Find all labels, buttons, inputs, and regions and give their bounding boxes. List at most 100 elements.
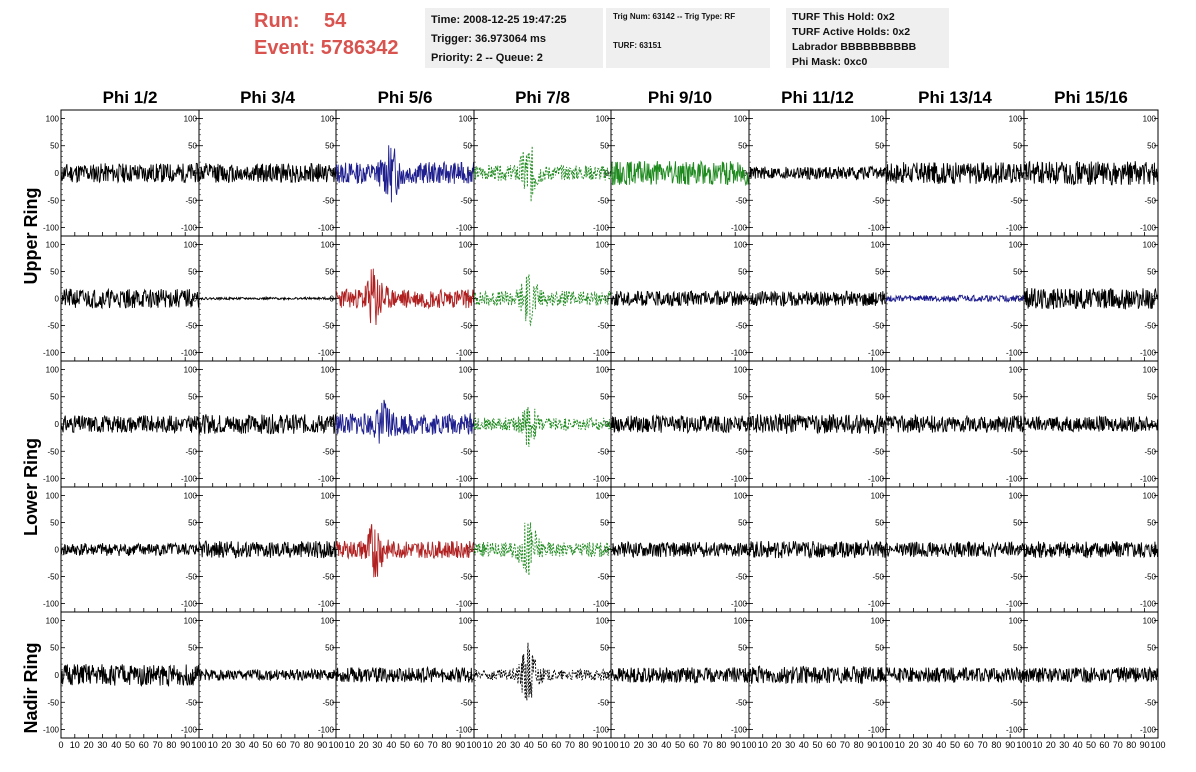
y-tick-label: -100: [456, 349, 473, 358]
x-tick-label: 100: [878, 740, 893, 750]
y-tick-label: 50: [600, 267, 609, 276]
y-tick-label: 100: [459, 491, 473, 500]
x-tick-label: 30: [1059, 740, 1069, 750]
x-tick-label: 80: [579, 740, 589, 750]
x-tick-label: 40: [249, 740, 259, 750]
waveform-trace: [198, 414, 337, 435]
priority-line: Priority: 2 -- Queue: 2: [431, 52, 543, 64]
y-tick-label: 50: [1147, 644, 1156, 653]
x-tick-label: 80: [854, 740, 864, 750]
y-tick-label: 50: [325, 518, 334, 527]
waveform-trace: [198, 667, 337, 682]
x-tick-label: 60: [551, 740, 561, 750]
y-tick-label: -100: [456, 726, 473, 735]
y-tick-label: -50: [1144, 196, 1156, 205]
y-tick-label: -100: [318, 349, 335, 358]
y-tick-label: 50: [188, 518, 197, 527]
x-tick-label: 20: [221, 740, 231, 750]
y-tick-label: 50: [188, 267, 197, 276]
y-tick-label: -50: [47, 322, 59, 331]
x-tick-label: 30: [97, 740, 107, 750]
x-tick-label: 90: [1005, 740, 1015, 750]
y-tick-label: 100: [321, 365, 335, 374]
y-tick-label: 100: [1009, 240, 1023, 249]
x-tick-label: 100: [1016, 740, 1031, 750]
x-tick-label: 30: [922, 740, 932, 750]
y-tick-label: -50: [872, 698, 884, 707]
y-tick-label: -50: [460, 698, 472, 707]
waveform-trace: [885, 666, 1025, 684]
y-tick-label: -100: [1006, 349, 1023, 358]
y-tick-label: -50: [322, 322, 334, 331]
y-tick-label: -50: [185, 573, 197, 582]
column-title: Phi 13/14: [918, 88, 992, 107]
y-tick-label: 0: [1152, 420, 1157, 429]
x-tick-label: 40: [386, 740, 396, 750]
y-tick-label: 100: [871, 616, 885, 625]
y-tick-label: 100: [596, 114, 610, 123]
waveform-trace: [610, 159, 750, 187]
y-tick-label: 50: [1147, 142, 1156, 151]
y-tick-label: -100: [1006, 600, 1023, 609]
column-title: Phi 9/10: [648, 88, 712, 107]
y-tick-label: 100: [1009, 365, 1023, 374]
y-tick-label: -50: [460, 196, 472, 205]
panel-frame: [885, 109, 1025, 237]
y-tick-label: 0: [468, 546, 473, 555]
y-tick-label: 50: [600, 142, 609, 151]
y-tick-label: -100: [43, 726, 60, 735]
x-tick-label: 20: [771, 740, 781, 750]
y-tick-label: -50: [322, 447, 334, 456]
x-tick-label: 40: [799, 740, 809, 750]
waveform-trace: [610, 540, 750, 559]
y-tick-label: 50: [188, 644, 197, 653]
waveform-trace: [60, 541, 200, 557]
waveform-trace: [748, 413, 887, 435]
y-tick-label: 100: [46, 240, 60, 249]
y-tick-label: 0: [743, 169, 748, 178]
y-tick-label: -50: [872, 573, 884, 582]
y-tick-label: -100: [731, 475, 748, 484]
y-tick-label: 50: [325, 267, 334, 276]
x-tick-label: 20: [1046, 740, 1056, 750]
run-event-box: Run: 54 Event: 5786342: [254, 8, 399, 62]
y-tick-label: -50: [47, 698, 59, 707]
y-tick-label: 50: [738, 644, 747, 653]
y-tick-label: -100: [593, 600, 610, 609]
y-tick-label: 100: [1009, 491, 1023, 500]
y-tick-label: -50: [597, 698, 609, 707]
y-tick-label: -100: [1006, 224, 1023, 233]
y-tick-label: 0: [880, 169, 885, 178]
y-tick-label: 50: [1013, 518, 1022, 527]
waveform-trace: [60, 287, 200, 310]
x-tick-label: 100: [191, 740, 206, 750]
x-tick-label: 100: [603, 740, 618, 750]
waveform-trace: [60, 414, 200, 435]
y-tick-label: 100: [1009, 616, 1023, 625]
y-tick-label: -50: [597, 322, 609, 331]
ring-label: Upper Ring: [21, 188, 41, 285]
column-title: Phi 7/8: [515, 88, 570, 107]
y-tick-label: -50: [185, 698, 197, 707]
y-tick-label: 100: [596, 240, 610, 249]
turf-info-box: TURF This Hold: 0x2 TURF Active Holds: 0…: [786, 8, 949, 68]
waveform-trace: [335, 145, 475, 203]
event-label: Event:: [254, 37, 316, 59]
x-tick-label: 70: [703, 740, 713, 750]
y-tick-label: -100: [593, 224, 610, 233]
y-tick-label: 50: [875, 644, 884, 653]
waveform-trace: [610, 414, 750, 435]
